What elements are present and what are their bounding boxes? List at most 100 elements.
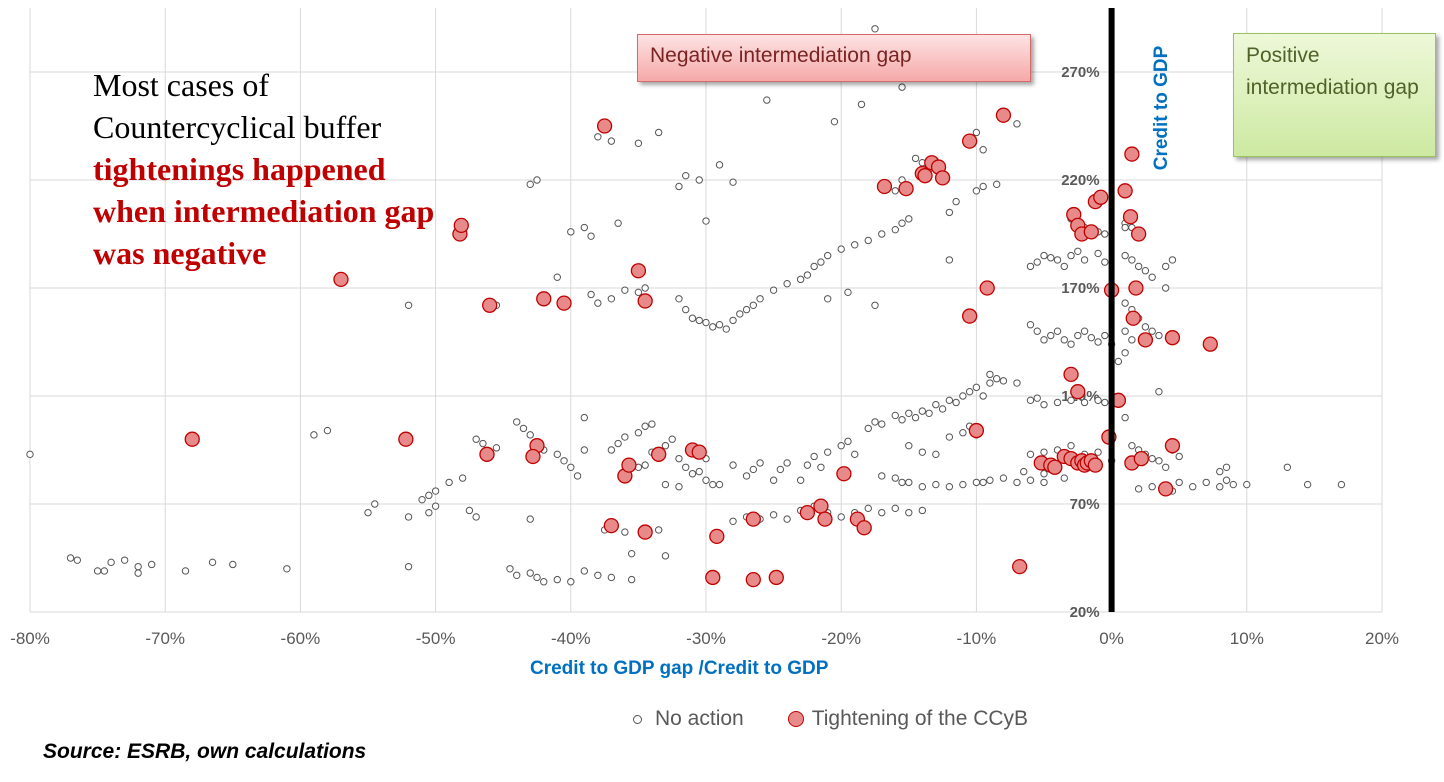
point-no-action bbox=[1141, 323, 1150, 331]
point-no-action bbox=[594, 571, 602, 579]
x-tick-label: -50% bbox=[416, 629, 456, 648]
point-no-action bbox=[614, 439, 622, 448]
point-no-action bbox=[1161, 463, 1170, 471]
point-no-action bbox=[661, 480, 670, 489]
point-tightening bbox=[856, 520, 872, 536]
point-no-action bbox=[1094, 249, 1102, 258]
point-no-action bbox=[715, 480, 724, 489]
point-no-action bbox=[837, 513, 845, 521]
point-no-action bbox=[878, 472, 886, 480]
positive-gap-box: Positive intermediation gap bbox=[1233, 33, 1436, 157]
point-no-action bbox=[560, 457, 568, 465]
point-tightening bbox=[898, 180, 914, 197]
point-no-action bbox=[1243, 480, 1251, 489]
positive-gap-label: Positive intermediation gap bbox=[1246, 44, 1419, 99]
point-no-action bbox=[594, 133, 602, 141]
point-no-action bbox=[1060, 262, 1068, 271]
point-tightening bbox=[479, 446, 495, 462]
legend-item-no-action: No action bbox=[633, 707, 744, 731]
point-tightening bbox=[799, 504, 816, 521]
point-tightening bbox=[968, 422, 985, 439]
point-no-action bbox=[1040, 336, 1048, 344]
point-no-action bbox=[837, 245, 845, 253]
point-no-action bbox=[587, 232, 595, 240]
point-no-action bbox=[878, 508, 886, 517]
point-no-action bbox=[479, 439, 487, 448]
point-tightening bbox=[556, 295, 572, 311]
point-no-action bbox=[1053, 398, 1062, 407]
point-no-action bbox=[1114, 357, 1123, 366]
point-no-action bbox=[898, 219, 906, 227]
point-no-action bbox=[918, 448, 927, 456]
point-tightening bbox=[934, 170, 951, 186]
x-tick-label: -80% bbox=[10, 629, 50, 648]
point-no-action bbox=[857, 100, 866, 109]
point-no-action bbox=[932, 400, 940, 409]
point-no-action bbox=[1101, 331, 1109, 340]
point-no-action bbox=[715, 321, 724, 329]
point-no-action bbox=[614, 219, 622, 227]
point-no-action bbox=[107, 558, 115, 567]
point-tightening bbox=[398, 431, 414, 447]
negative-gap-box: Negative intermediation gap bbox=[637, 34, 1031, 82]
point-no-action bbox=[898, 416, 906, 424]
point-no-action bbox=[763, 96, 771, 104]
point-no-action bbox=[1175, 452, 1183, 461]
point-no-action bbox=[1040, 400, 1048, 409]
point-no-action bbox=[823, 448, 832, 456]
point-no-action bbox=[945, 483, 954, 491]
x-axis-ticks: -80% -70% -60% -50% -40% -30% -20% -10% 0% 10% 20% bbox=[10, 629, 1399, 648]
point-no-action bbox=[675, 182, 683, 191]
point-no-action bbox=[513, 571, 521, 579]
point-no-action bbox=[93, 567, 102, 575]
x-axis-title: Credit to GDP gap /Credit to GDP bbox=[530, 658, 829, 679]
x-tick-label: 20% bbox=[1365, 629, 1399, 648]
point-no-action bbox=[682, 171, 690, 180]
point-no-action bbox=[783, 515, 791, 523]
point-no-action bbox=[905, 478, 913, 487]
point-no-action bbox=[1148, 454, 1156, 463]
annotation-line-1: Most cases of bbox=[93, 67, 269, 103]
point-no-action bbox=[1121, 299, 1129, 307]
point-no-action bbox=[1168, 256, 1177, 264]
point-no-action bbox=[1128, 256, 1136, 264]
point-no-action bbox=[817, 463, 825, 471]
point-no-action bbox=[1216, 467, 1224, 476]
point-no-action bbox=[526, 431, 534, 439]
point-no-action bbox=[1155, 387, 1163, 396]
point-tightening bbox=[979, 280, 995, 296]
point-no-action bbox=[959, 429, 967, 437]
point-no-action bbox=[567, 228, 575, 236]
point-no-action bbox=[864, 424, 872, 433]
y-tick-label: 70% bbox=[1070, 496, 1100, 513]
point-no-action bbox=[1094, 338, 1102, 346]
point-tightening bbox=[637, 524, 653, 540]
point-no-action bbox=[1121, 413, 1129, 422]
point-no-action bbox=[1134, 262, 1143, 271]
point-no-action bbox=[952, 197, 960, 206]
point-no-action bbox=[688, 470, 697, 478]
point-no-action bbox=[891, 504, 899, 513]
x-tick-label: -70% bbox=[145, 629, 185, 648]
point-no-action bbox=[1026, 476, 1035, 484]
point-no-action bbox=[695, 467, 703, 476]
point-no-action bbox=[1033, 258, 1041, 266]
point-no-action bbox=[823, 251, 832, 260]
y-tick-label: 20% bbox=[1070, 604, 1100, 621]
point-no-action bbox=[1053, 256, 1062, 264]
point-no-action bbox=[573, 472, 582, 480]
point-no-action bbox=[1222, 476, 1231, 484]
point-no-action bbox=[661, 441, 670, 450]
annotation-line-4: when intermediation gap bbox=[93, 193, 435, 229]
point-no-action bbox=[729, 461, 737, 469]
point-no-action bbox=[783, 279, 791, 288]
point-no-action bbox=[26, 450, 34, 459]
point-no-action bbox=[769, 511, 778, 519]
point-no-action bbox=[979, 392, 987, 400]
point-no-action bbox=[945, 433, 954, 441]
point-tightening bbox=[482, 297, 498, 313]
point-no-action bbox=[1026, 450, 1035, 459]
point-tightening bbox=[1012, 558, 1028, 575]
point-no-action bbox=[668, 435, 676, 443]
point-no-action bbox=[1020, 467, 1028, 476]
